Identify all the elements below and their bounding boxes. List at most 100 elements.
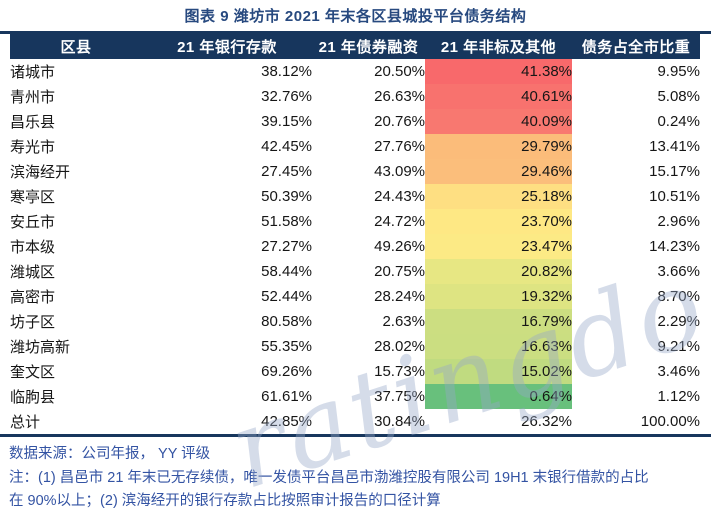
table-row: 临朐县 61.61% 37.75% 0.64% 1.12%: [10, 384, 700, 409]
bond-financing-cell: 49.26%: [374, 238, 425, 255]
district-name-cell: 安丘市: [10, 214, 56, 231]
header-bond-financing: 21 年债券融资: [312, 34, 425, 59]
table-row: 寒亭区 50.39% 24.43% 25.18% 10.51%: [10, 184, 700, 209]
bond-financing-cell: 27.76%: [374, 138, 425, 155]
bond-financing-cell: 15.73%: [374, 363, 425, 380]
district-name-cell: 奎文区: [10, 364, 56, 381]
bank-deposit-cell: 50.39%: [261, 188, 312, 205]
district-name-cell: 青州市: [10, 89, 56, 106]
district-name-cell: 寿光市: [10, 139, 56, 156]
city-share-cell: 9.21%: [657, 338, 700, 355]
bond-financing-cell: 24.72%: [374, 213, 425, 230]
table-row: 青州市 32.76% 26.63% 40.61% 5.08%: [10, 84, 700, 109]
bond-financing-cell: 43.09%: [374, 163, 425, 180]
nonstandard-heatmap-cell: 15.02%: [425, 359, 572, 384]
city-share-cell: 1.12%: [657, 388, 700, 405]
bank-deposit-cell: 42.85%: [261, 413, 312, 430]
city-share-cell: 100.00%: [640, 413, 700, 430]
bank-deposit-cell: 52.44%: [261, 288, 312, 305]
bank-deposit-cell: 69.26%: [261, 363, 312, 380]
bond-financing-cell: 26.63%: [374, 88, 425, 105]
bond-financing-cell: 37.75%: [374, 388, 425, 405]
table-row: 潍城区 58.44% 20.75% 20.82% 3.66%: [10, 259, 700, 284]
bank-deposit-cell: 61.61%: [261, 388, 312, 405]
district-name-cell: 潍城区: [10, 264, 56, 281]
district-name-cell: 滨海经开: [10, 164, 71, 181]
district-name-cell: 诸城市: [10, 64, 56, 81]
city-share-cell: 14.23%: [649, 238, 700, 255]
nonstandard-heatmap-cell: 25.18%: [425, 184, 572, 209]
city-share-cell: 3.46%: [657, 363, 700, 380]
header-bank-deposit: 21 年银行存款: [142, 34, 312, 59]
district-name-cell: 高密市: [10, 289, 56, 306]
city-share-cell: 5.08%: [657, 88, 700, 105]
table-row: 坊子区 80.58% 2.63% 16.79% 2.29%: [10, 309, 700, 334]
nonstandard-heatmap-cell: 40.09%: [425, 109, 572, 134]
table-row: 潍坊高新 55.35% 28.02% 16.63% 9.21%: [10, 334, 700, 359]
bond-financing-cell: 20.76%: [374, 113, 425, 130]
nonstandard-heatmap-cell: 16.63%: [425, 334, 572, 359]
city-share-cell: 3.66%: [657, 263, 700, 280]
nonstandard-heatmap-cell: 29.79%: [425, 134, 572, 159]
city-share-cell: 8.70%: [657, 288, 700, 305]
nonstandard-heatmap-cell: 16.79%: [425, 309, 572, 334]
city-share-cell: 2.29%: [657, 313, 700, 330]
nonstandard-heatmap-cell: 23.70%: [425, 209, 572, 234]
district-name-cell: 临朐县: [10, 389, 56, 406]
bond-financing-cell: 24.43%: [374, 188, 425, 205]
bond-financing-cell: 2.63%: [382, 313, 425, 330]
district-name-cell: 寒亭区: [10, 189, 56, 206]
table-row: 高密市 52.44% 28.24% 19.32% 8.70%: [10, 284, 700, 309]
table-row: 诸城市 38.12% 20.50% 41.38% 9.95%: [10, 59, 700, 84]
city-share-cell: 9.95%: [657, 63, 700, 80]
debt-structure-table-wrap: 区县 21 年银行存款 21 年债券融资 21 年非标及其他 债务占全市比重 诸…: [10, 34, 700, 434]
city-share-cell: 0.24%: [657, 113, 700, 130]
bank-deposit-cell: 38.12%: [261, 63, 312, 80]
city-share-cell: 2.96%: [657, 213, 700, 230]
footer-notes: 数据来源：公司年报， YY 评级 注：(1) 昌邑市 21 年末已无存续债，唯一…: [0, 437, 711, 514]
bond-financing-cell: 20.50%: [374, 63, 425, 80]
district-name-cell: 市本级: [10, 239, 56, 256]
header-district: 区县: [10, 34, 142, 59]
bond-financing-cell: 20.75%: [374, 263, 425, 280]
nonstandard-heatmap-cell: 0.64%: [425, 384, 572, 409]
bank-deposit-cell: 80.58%: [261, 313, 312, 330]
note-line-1: 注：(1) 昌邑市 21 年末已无存续债，唯一发债平台昌邑市渤潍控股有限公司 1…: [9, 469, 649, 486]
figure-title: 图表 9 潍坊市 2021 年末各区县城投平台债务结构: [184, 8, 527, 25]
nonstandard-heatmap-cell: 19.32%: [425, 284, 572, 309]
table-row: 昌乐县 39.15% 20.76% 40.09% 0.24%: [10, 109, 700, 134]
table-row: 总计 42.85% 30.84% 26.32% 100.00%: [10, 409, 700, 434]
nonstandard-heatmap-cell: 29.46%: [425, 159, 572, 184]
district-name-cell: 昌乐县: [10, 114, 56, 131]
header-row: 区县 21 年银行存款 21 年债券融资 21 年非标及其他 债务占全市比重: [10, 34, 700, 59]
nonstandard-heatmap-cell: 40.61%: [425, 84, 572, 109]
bank-deposit-cell: 32.76%: [261, 88, 312, 105]
bank-deposit-cell: 42.45%: [261, 138, 312, 155]
table-row: 奎文区 69.26% 15.73% 15.02% 3.46%: [10, 359, 700, 384]
district-name-cell: 总计: [10, 414, 41, 431]
bond-financing-cell: 28.24%: [374, 288, 425, 305]
city-share-cell: 10.51%: [649, 188, 700, 205]
district-name-cell: 坊子区: [10, 314, 56, 331]
note-line-2: 在 90%以上；(2) 滨海经开的银行存款占比按照审计报告的口径计算: [9, 493, 441, 509]
data-source-line: 数据来源：公司年报， YY 评级: [9, 446, 211, 462]
top-rule: [0, 31, 711, 34]
bank-deposit-cell: 39.15%: [261, 113, 312, 130]
table-row: 市本级 27.27% 49.26% 23.47% 14.23%: [10, 234, 700, 259]
bond-financing-cell: 28.02%: [374, 338, 425, 355]
bank-deposit-cell: 27.45%: [261, 163, 312, 180]
nonstandard-heatmap-cell: 41.38%: [425, 59, 572, 84]
header-nonstandard: 21 年非标及其他: [425, 34, 572, 59]
bank-deposit-cell: 27.27%: [261, 238, 312, 255]
city-share-cell: 13.41%: [649, 138, 700, 155]
nonstandard-heatmap-cell: 26.32%: [521, 413, 572, 430]
table-row: 滨海经开 27.45% 43.09% 29.46% 15.17%: [10, 159, 700, 184]
bottom-rule: [0, 434, 711, 437]
nonstandard-heatmap-cell: 20.82%: [425, 259, 572, 284]
nonstandard-heatmap-cell: 23.47%: [425, 234, 572, 259]
bank-deposit-cell: 55.35%: [261, 338, 312, 355]
city-share-cell: 15.17%: [649, 163, 700, 180]
table-row: 安丘市 51.58% 24.72% 23.70% 2.96%: [10, 209, 700, 234]
debt-structure-table: 区县 21 年银行存款 21 年债券融资 21 年非标及其他 债务占全市比重 诸…: [10, 34, 700, 434]
